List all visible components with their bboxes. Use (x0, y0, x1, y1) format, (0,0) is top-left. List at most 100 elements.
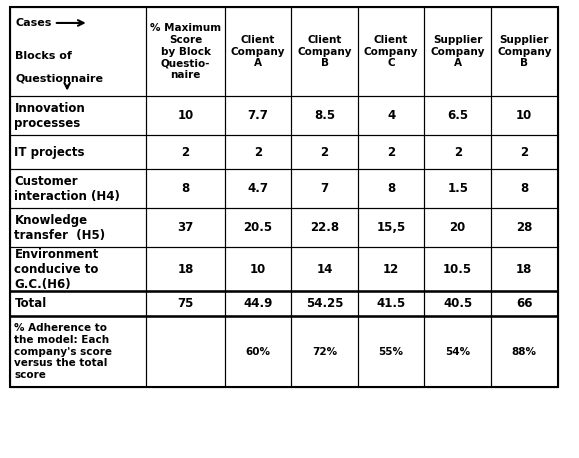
Bar (146, 96, 225, 135)
Bar (358, 208, 424, 247)
Text: 14: 14 (316, 262, 333, 276)
Text: 44.9: 44.9 (243, 297, 273, 310)
Bar (10, 247, 146, 291)
Bar (491, 96, 558, 135)
Bar (291, 316, 358, 387)
Text: Blocks of: Blocks of (15, 51, 72, 61)
Text: 22.8: 22.8 (310, 221, 339, 234)
Text: 4: 4 (387, 109, 395, 122)
Bar (424, 169, 491, 208)
Bar (10, 96, 146, 135)
Text: 28: 28 (516, 221, 533, 234)
Bar (146, 7, 225, 96)
Text: 2: 2 (320, 146, 329, 159)
Bar (10, 208, 146, 247)
Bar (146, 169, 225, 208)
Bar (225, 247, 291, 291)
Text: 10: 10 (250, 262, 266, 276)
Bar (291, 291, 358, 316)
Text: 55%: 55% (379, 347, 404, 356)
Text: 40.5: 40.5 (443, 297, 472, 310)
Bar (225, 208, 291, 247)
Text: 10.5: 10.5 (443, 262, 472, 276)
Text: 8.5: 8.5 (314, 109, 335, 122)
Text: % Adherence to
the model: Each
company's score
versus the total
score: % Adherence to the model: Each company's… (14, 323, 112, 380)
Bar (225, 169, 291, 208)
Bar (358, 135, 424, 169)
Bar (291, 135, 358, 169)
Bar (358, 291, 424, 316)
Bar (146, 291, 225, 316)
Bar (491, 247, 558, 291)
Text: Cases: Cases (15, 18, 52, 28)
Bar (424, 7, 491, 96)
Bar (491, 169, 558, 208)
Text: 15,5: 15,5 (376, 221, 406, 234)
Text: 2: 2 (520, 146, 529, 159)
Text: 37: 37 (177, 221, 194, 234)
Bar (10, 135, 146, 169)
Bar (10, 169, 146, 208)
Bar (491, 135, 558, 169)
Text: Client
Company
B: Client Company B (297, 35, 352, 68)
Bar (225, 96, 291, 135)
Bar (491, 316, 558, 387)
Bar (424, 316, 491, 387)
Text: 2: 2 (254, 146, 262, 159)
Text: 10: 10 (177, 109, 194, 122)
Text: 88%: 88% (512, 347, 537, 356)
Bar (358, 169, 424, 208)
Text: 10: 10 (516, 109, 533, 122)
Bar (491, 208, 558, 247)
Bar (291, 169, 358, 208)
Text: 12: 12 (383, 262, 400, 276)
Text: 54%: 54% (445, 347, 470, 356)
Text: 7: 7 (320, 182, 329, 196)
Bar (225, 135, 291, 169)
Bar (291, 208, 358, 247)
Text: 20.5: 20.5 (243, 221, 273, 234)
Text: Innovation
processes: Innovation processes (14, 102, 85, 130)
Bar (424, 135, 491, 169)
Text: Questionnaire: Questionnaire (15, 73, 103, 83)
Bar (146, 316, 225, 387)
Text: % Maximum
Score
by Block
Questio-
naire: % Maximum Score by Block Questio- naire (150, 23, 221, 80)
Text: 18: 18 (177, 262, 194, 276)
Bar (291, 7, 358, 96)
Text: 60%: 60% (245, 347, 270, 356)
Text: 2: 2 (387, 146, 395, 159)
Bar (10, 7, 146, 96)
Bar (10, 316, 146, 387)
Text: Supplier
Company
B: Supplier Company B (497, 35, 552, 68)
Text: Environment
conducive to
G.C.(H6): Environment conducive to G.C.(H6) (14, 248, 99, 290)
Text: Knowledge
transfer  (H5): Knowledge transfer (H5) (14, 214, 105, 242)
Text: 54.25: 54.25 (306, 297, 343, 310)
Text: IT projects: IT projects (14, 146, 85, 159)
Bar (358, 96, 424, 135)
Text: 8: 8 (181, 182, 190, 196)
Text: 41.5: 41.5 (376, 297, 406, 310)
Bar (146, 208, 225, 247)
Bar (146, 247, 225, 291)
Bar (424, 291, 491, 316)
Bar (424, 247, 491, 291)
Text: 66: 66 (516, 297, 533, 310)
Bar (225, 291, 291, 316)
Bar (358, 7, 424, 96)
Text: Customer
interaction (H4): Customer interaction (H4) (14, 175, 120, 203)
Bar (10, 7, 558, 387)
Bar (424, 208, 491, 247)
Text: 6.5: 6.5 (447, 109, 468, 122)
Text: 72%: 72% (312, 347, 337, 356)
Text: Supplier
Company
A: Supplier Company A (430, 35, 485, 68)
Bar (358, 247, 424, 291)
Bar (358, 316, 424, 387)
Bar (146, 135, 225, 169)
Text: Client
Company
A: Client Company A (230, 35, 285, 68)
Text: 75: 75 (177, 297, 194, 310)
Text: 2: 2 (453, 146, 462, 159)
Bar (291, 247, 358, 291)
Text: Total: Total (14, 297, 47, 310)
Text: 8: 8 (387, 182, 395, 196)
Text: 2: 2 (181, 146, 190, 159)
